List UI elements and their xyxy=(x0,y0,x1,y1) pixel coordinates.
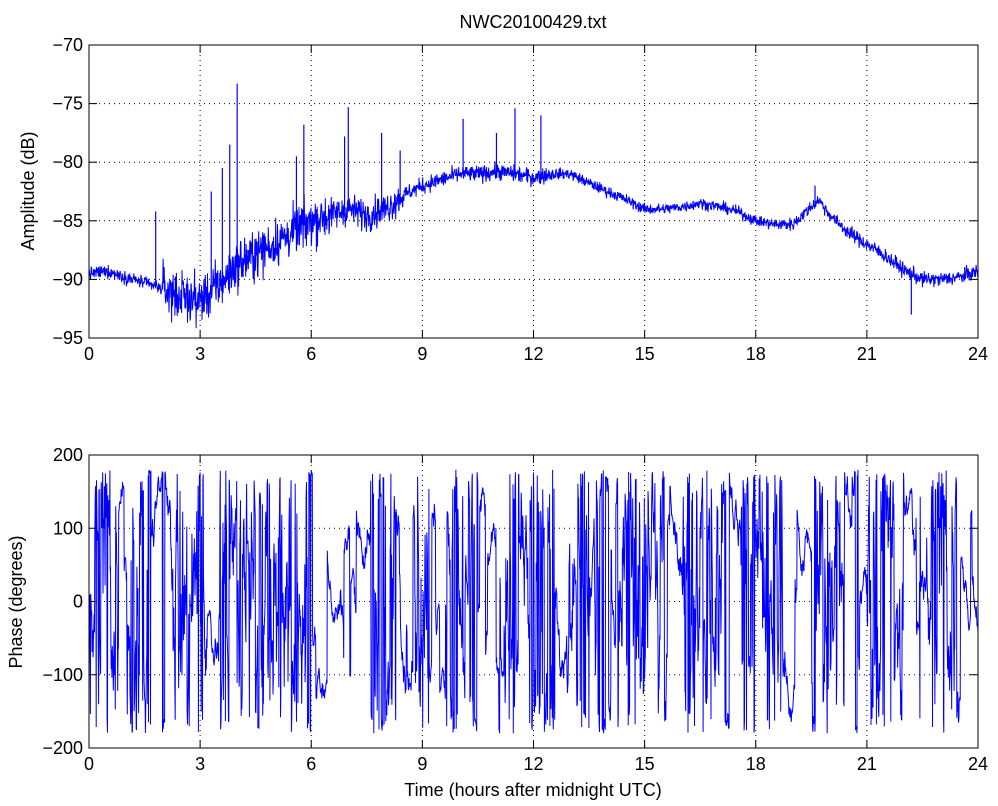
x-tick-label: 6 xyxy=(306,754,316,774)
tick-marks xyxy=(88,44,979,339)
y-tick-label: −100 xyxy=(42,665,83,685)
phase-line xyxy=(88,469,979,734)
x-tick-label: 3 xyxy=(195,344,205,364)
x-tick-label: 21 xyxy=(857,754,877,774)
x-tick-label: 9 xyxy=(417,754,427,774)
x-tick-label: 24 xyxy=(968,754,988,774)
y-tick-label: 100 xyxy=(53,518,83,538)
y-tick-label: −95 xyxy=(52,328,83,348)
chart-title: NWC20100429.txt xyxy=(459,12,606,32)
x-tick-label: 12 xyxy=(523,344,543,364)
data-series xyxy=(88,83,979,329)
x-axis-label: Time (hours after midnight UTC) xyxy=(404,780,661,800)
y-axis-label: Phase (degrees) xyxy=(6,535,26,668)
x-tick-label: 15 xyxy=(635,754,655,774)
x-tick-label: 21 xyxy=(857,344,877,364)
x-tick-label: 15 xyxy=(635,344,655,364)
y-axis-label: Amplitude (dB) xyxy=(18,131,38,250)
y-tick-label: 0 xyxy=(73,592,83,612)
x-tick-label: 3 xyxy=(195,754,205,774)
x-tick-label: 18 xyxy=(746,344,766,364)
data-series xyxy=(88,469,979,734)
x-tick-label: 24 xyxy=(968,344,988,364)
y-tick-label: 200 xyxy=(53,445,83,465)
x-tick-labels: 0 3 6 9 12 15 18 21 24 xyxy=(84,754,988,774)
x-tick-label: 0 xyxy=(84,344,94,364)
x-tick-label: 18 xyxy=(746,754,766,774)
x-tick-labels: 0 3 6 9 12 15 18 21 24 xyxy=(84,344,988,364)
tick-marks xyxy=(88,454,979,749)
y-tick-label: −80 xyxy=(52,152,83,172)
y-tick-label: −200 xyxy=(42,738,83,758)
phase-subplot: Phase (degrees) Time (hours after midnig… xyxy=(6,445,988,800)
y-tick-label: −75 xyxy=(52,94,83,114)
y-tick-labels: −95 −90 −85 −80 −75 −70 xyxy=(52,35,83,348)
y-tick-label: −70 xyxy=(52,35,83,55)
amplitude-subplot: NWC20100429.txt Amplitude (dB) 0 3 6 9 12 15 1… xyxy=(18,12,988,364)
y-tick-label: −85 xyxy=(52,211,83,231)
x-tick-label: 12 xyxy=(523,754,543,774)
y-tick-label: −90 xyxy=(52,269,83,289)
x-tick-label: 9 xyxy=(417,344,427,364)
y-tick-labels: −200 −100 0 100 200 xyxy=(42,445,83,758)
x-tick-label: 0 xyxy=(84,754,94,774)
x-tick-label: 6 xyxy=(306,344,316,364)
